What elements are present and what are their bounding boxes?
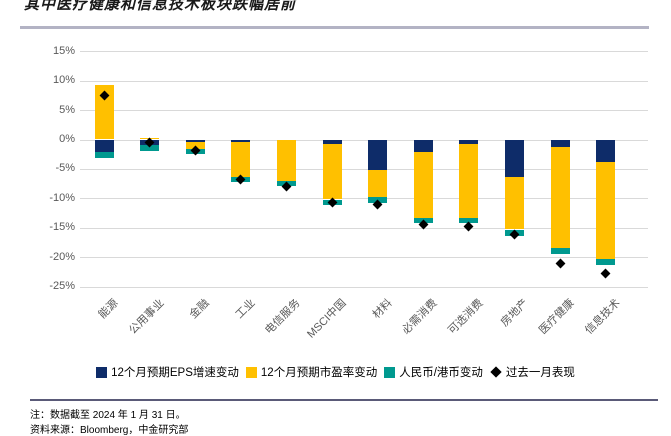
bar-segment — [504, 139, 524, 177]
bar-segment — [276, 139, 296, 181]
bar-segment — [94, 151, 114, 159]
bar-segment — [596, 139, 616, 163]
bar-segment — [459, 139, 479, 145]
legend-label: 过去一月表现 — [505, 367, 575, 379]
x-axis-category-label: 金融 — [187, 297, 212, 322]
x-axis-category-label: 医疗健康 — [537, 297, 577, 337]
bar-segment — [368, 170, 388, 198]
gridline — [80, 51, 648, 53]
gridline — [80, 227, 648, 229]
legend-item: 人民币/港币变动 — [384, 364, 483, 380]
y-axis-tick-label: -15% — [49, 221, 75, 234]
bar-segment — [94, 84, 114, 140]
x-axis-category-label: 必需消费 — [400, 297, 440, 337]
bar-segment — [596, 162, 616, 259]
chart-title: 其中医疗健康和信息技术板块跌幅居前 — [24, 0, 297, 13]
legend-item: 12个月预期EPS增速变动 — [96, 364, 239, 380]
bar-segment — [596, 258, 616, 265]
bar-segment — [550, 248, 570, 255]
gridline — [80, 110, 648, 112]
bar-segment — [504, 176, 524, 230]
x-axis-category-label: MSCI中国 — [305, 297, 349, 341]
x-axis-category-label: 信息技术 — [582, 297, 623, 337]
y-axis-tick-label: 5% — [59, 103, 75, 116]
bar-segment — [231, 139, 251, 142]
y-axis-tick-label: 15% — [52, 44, 75, 57]
bar-segment — [459, 217, 479, 223]
x-axis-category-label: 可选消费 — [445, 297, 486, 337]
y-axis-tick-label: -5% — [55, 162, 75, 175]
gridline — [80, 286, 648, 288]
legend-item: 12个月预期市盈率变动 — [245, 364, 378, 380]
bar-segment — [231, 141, 251, 177]
y-axis-tick-label: -20% — [49, 250, 75, 263]
bar-segment — [322, 139, 342, 145]
legend-item: 过去一月表现 — [490, 364, 575, 380]
bar-segment — [368, 139, 388, 171]
footnote-source: 资料来源：Bloomberg，中金研究部 — [30, 425, 189, 436]
x-axis-category-label: 电信服务 — [263, 297, 303, 337]
x-axis-category-label: 公用事业 — [126, 297, 167, 337]
past-month-diamond-marker — [555, 258, 565, 268]
past-month-diamond-marker — [600, 268, 611, 278]
past-month-diamond-marker — [463, 221, 474, 232]
square-swatch-icon — [96, 366, 108, 378]
bar-segment — [94, 139, 114, 152]
y-axis-tick-label: 10% — [52, 74, 75, 87]
legend-label: 12个月预期市盈率变动 — [260, 367, 378, 379]
square-swatch-icon — [245, 366, 257, 378]
bar-segment — [550, 139, 570, 148]
bar-segment — [140, 144, 160, 151]
bar-segment — [322, 144, 342, 200]
bar-segment — [550, 147, 570, 249]
legend-label: 人民币/港币变动 — [399, 367, 483, 379]
bar-segment — [413, 151, 433, 218]
chart-legend: 12个月预期EPS增速变动 12个月预期市盈率变动 人民币/港币变动 过去一月表现 — [0, 364, 671, 380]
gridline — [80, 168, 648, 170]
footnote-divider — [30, 399, 658, 401]
bar-segment — [459, 144, 479, 218]
bar-segment — [185, 139, 205, 142]
x-axis-category-label: 材料 — [370, 297, 395, 322]
diamond-swatch-icon — [490, 366, 502, 378]
gridline — [80, 198, 648, 200]
x-axis-category-label: 房地产 — [499, 297, 531, 329]
bar-segment — [413, 139, 433, 152]
gridline — [80, 257, 648, 259]
gridline — [80, 139, 648, 141]
y-axis-tick-label: -10% — [49, 191, 75, 204]
x-axis-category-label: 能源 — [96, 297, 121, 322]
y-axis-tick-label: 0% — [59, 133, 75, 145]
legend-label: 12个月预期EPS增速变动 — [111, 367, 239, 379]
title-divider — [20, 26, 649, 29]
footnote-data-asof: 注：数据截至 2024 年 1 月 31 日。 — [30, 410, 186, 421]
square-swatch-icon — [384, 366, 396, 378]
gridline — [80, 80, 648, 82]
x-axis-category-label: 工业 — [233, 297, 258, 322]
y-axis-tick-label: -25% — [49, 280, 75, 292]
